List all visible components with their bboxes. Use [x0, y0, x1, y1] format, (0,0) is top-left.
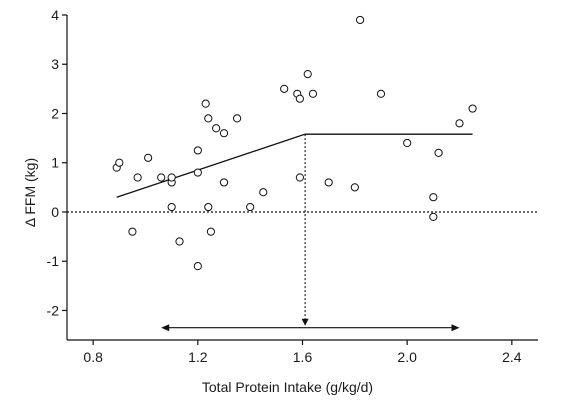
- data-point: [175, 237, 184, 246]
- data-point: [133, 173, 142, 182]
- data-point: [434, 148, 443, 157]
- x-tick-label: 1.2: [188, 349, 208, 365]
- data-point: [259, 188, 268, 197]
- data-point: [468, 104, 477, 113]
- y-axis-label: Δ FFM (kg): [22, 158, 38, 227]
- data-point: [219, 129, 229, 138]
- breakpoint-arrowhead: [301, 318, 309, 326]
- y-tick-label: 2: [51, 105, 59, 121]
- y-tick-label: -2: [47, 302, 60, 318]
- data-point: [157, 173, 166, 182]
- y-tick-label: 1: [51, 155, 59, 171]
- x-axis-label: Total Protein Intake (g/kg/d): [202, 379, 373, 395]
- range-arrowhead-right: [451, 324, 460, 332]
- x-tick-label: 2.0: [397, 349, 417, 365]
- data-point: [204, 114, 213, 123]
- data-point: [350, 183, 359, 192]
- data-point: [303, 69, 312, 79]
- data-point: [246, 202, 255, 212]
- data-point: [128, 227, 137, 236]
- data-point: [376, 89, 386, 98]
- data-point: [212, 124, 221, 133]
- data-point: [355, 15, 365, 25]
- data-point: [193, 262, 202, 271]
- y-axis-ticks: 4 3 2 1 0 -1 -2: [47, 7, 67, 318]
- x-tick-label: 1.6: [293, 349, 313, 365]
- data-point: [115, 158, 124, 167]
- data-point: [206, 227, 216, 236]
- data-point: [429, 212, 438, 221]
- range-arrowhead-left: [161, 324, 170, 332]
- data-point: [295, 173, 304, 182]
- data-point: [219, 178, 229, 187]
- data-point: [167, 202, 176, 212]
- data-point: [280, 84, 289, 93]
- data-point: [144, 153, 153, 162]
- y-tick-label: 4: [51, 7, 59, 23]
- data-point: [167, 173, 176, 182]
- data-point: [204, 202, 213, 212]
- data-point: [455, 119, 464, 128]
- data-point: [429, 193, 438, 202]
- data-point: [308, 89, 318, 98]
- data-point: [295, 94, 304, 103]
- data-point: [324, 178, 333, 187]
- x-tick-label: 0.8: [83, 349, 103, 365]
- data-points: [112, 15, 477, 271]
- piecewise-fit-line: [116, 133, 473, 198]
- x-axis-ticks: 0.8 1.2 1.6 2.0 2.4: [83, 340, 522, 365]
- data-point: [403, 138, 412, 148]
- data-point: [232, 114, 242, 123]
- x-tick-label: 2.4: [502, 349, 522, 365]
- data-point: [201, 99, 210, 108]
- y-tick-label: 0: [51, 204, 59, 220]
- y-tick-label: -1: [47, 253, 60, 269]
- data-point: [193, 168, 202, 177]
- y-tick-label: 3: [51, 56, 59, 72]
- data-point: [193, 146, 202, 155]
